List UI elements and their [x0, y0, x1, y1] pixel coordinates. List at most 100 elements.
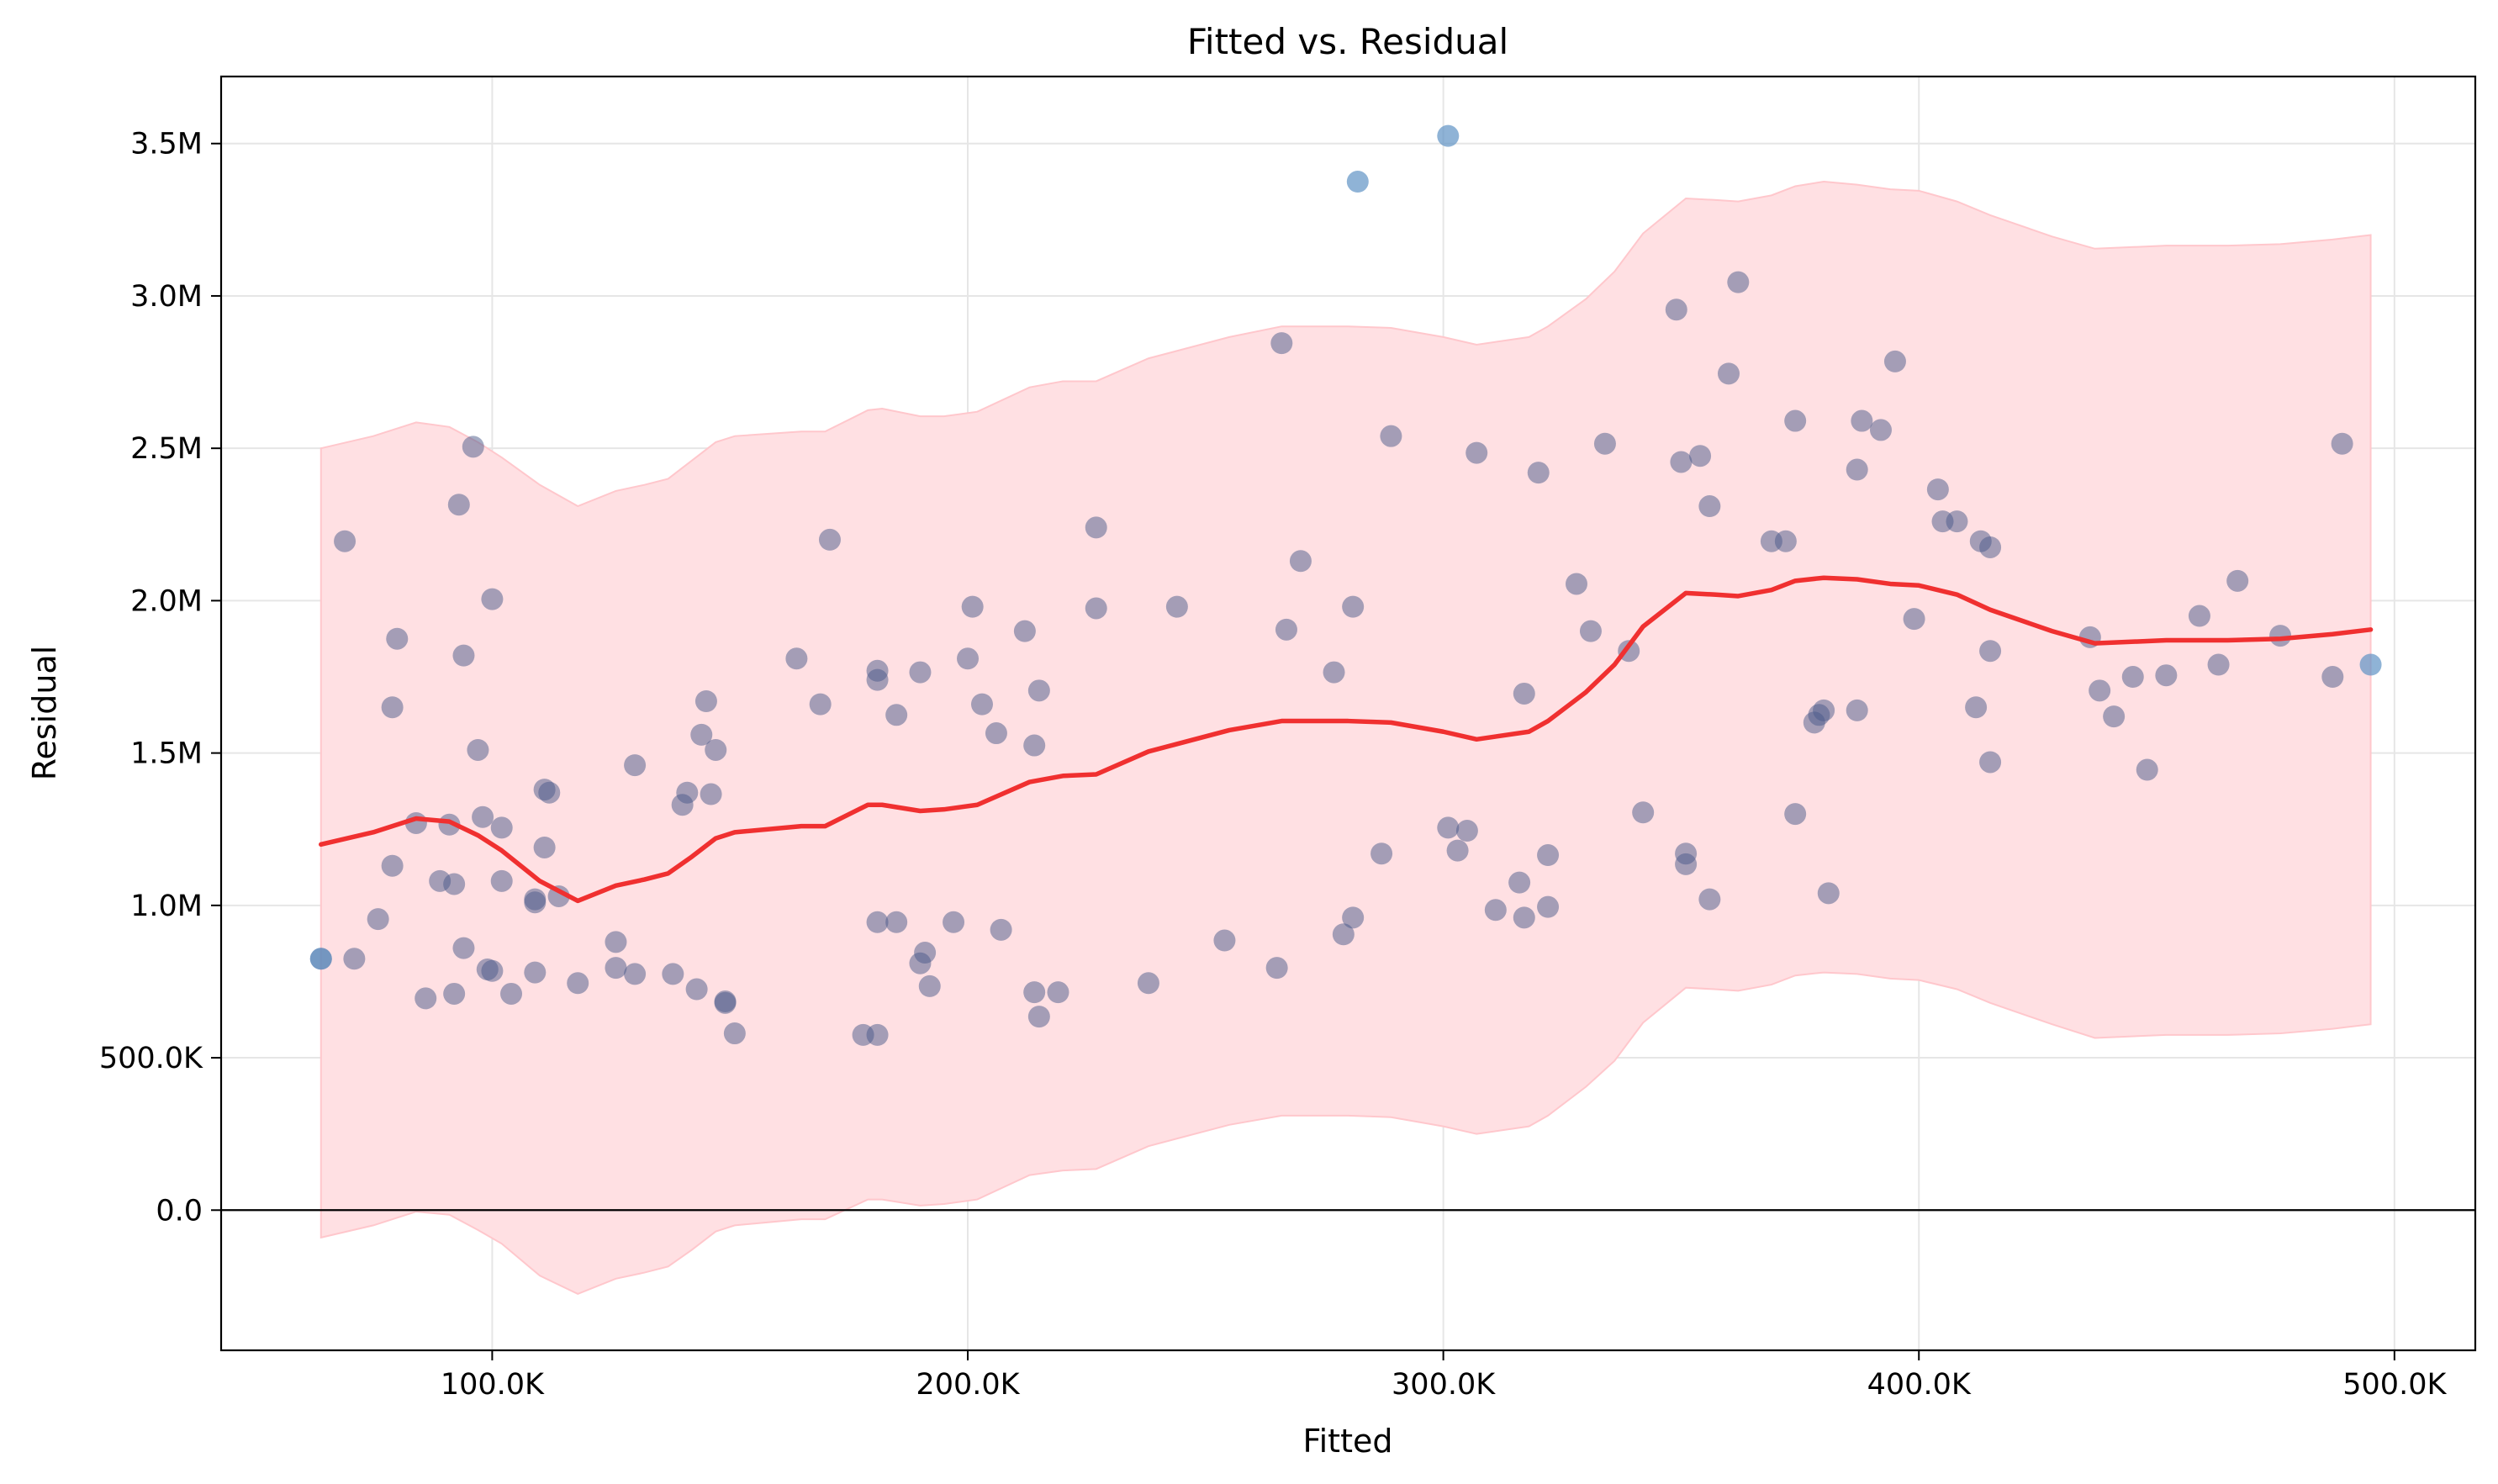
data-point: [1579, 620, 1602, 642]
data-point: [452, 644, 475, 667]
data-point: [1665, 298, 1687, 321]
data-point: [2103, 705, 2126, 728]
data-point: [690, 723, 713, 746]
data-point: [1851, 409, 1873, 432]
data-point: [2089, 679, 2111, 702]
data-point: [914, 942, 937, 964]
data-point: [714, 991, 737, 1014]
data-point: [1513, 682, 1535, 705]
y-tick-label: 1.0M: [130, 890, 203, 923]
data-point: [1817, 882, 1840, 905]
data-point: [1265, 957, 1288, 980]
data-point: [2331, 432, 2353, 455]
data-point: [1446, 839, 1469, 862]
data-point: [1370, 842, 1393, 865]
data-point: [567, 972, 589, 995]
data-point: [481, 588, 504, 610]
highlight-point: [309, 948, 332, 970]
data-point: [1023, 734, 1046, 757]
data-point: [2207, 653, 2230, 676]
data-point: [1698, 495, 1721, 518]
data-point: [685, 978, 708, 1001]
data-point: [2321, 666, 2344, 689]
data-point: [447, 494, 470, 516]
x-tick-label: 100.0K: [441, 1368, 545, 1402]
data-point: [1774, 530, 1797, 552]
data-point: [2155, 664, 2178, 687]
data-point: [1289, 550, 1312, 573]
data-point: [1813, 699, 1835, 721]
data-point: [1926, 478, 1949, 501]
data-point: [1332, 923, 1355, 946]
data-point: [1013, 620, 1036, 642]
plot-frame: [219, 75, 2477, 1352]
x-tick-label: 400.0K: [1867, 1368, 1972, 1402]
data-point: [1027, 1006, 1050, 1028]
data-point: [538, 781, 561, 804]
data-point: [1883, 350, 1906, 372]
y-tick-label: 0.0: [156, 1194, 203, 1228]
data-point: [524, 961, 547, 984]
data-point: [467, 738, 489, 761]
data-point: [694, 690, 717, 713]
data-point: [676, 781, 699, 804]
data-point: [866, 911, 889, 933]
data-point: [533, 836, 556, 858]
data-point: [1946, 510, 1968, 533]
data-point: [700, 783, 722, 805]
data-point: [1846, 458, 1868, 481]
data-point: [957, 647, 980, 670]
y-tick-label: 2.5M: [130, 432, 203, 466]
data-point: [1784, 803, 1807, 826]
data-point: [1784, 409, 1807, 432]
data-point: [970, 693, 993, 716]
data-point: [723, 1022, 746, 1045]
data-point: [415, 987, 437, 1010]
data-point: [1846, 699, 1868, 721]
data-point: [1965, 696, 1988, 719]
data-point: [1085, 597, 1107, 620]
data-point: [1727, 271, 1750, 293]
data-point: [1979, 640, 2002, 663]
highlight-point: [2359, 653, 2382, 676]
data-point: [624, 963, 647, 985]
data-point: [1213, 929, 1236, 952]
data-point: [381, 854, 404, 877]
data-point: [1437, 816, 1460, 839]
x-axis-ticks: 100.0K 200.0K 300.0K 400.0K 500.0K: [441, 1350, 2447, 1402]
data-point: [943, 911, 965, 933]
data-point: [1165, 595, 1188, 618]
data-point: [1670, 451, 1693, 473]
x-tick-label: 500.0K: [2342, 1368, 2447, 1402]
data-point: [367, 908, 389, 931]
data-point: [472, 805, 494, 828]
trend-line: [319, 575, 2374, 904]
data-point: [1903, 608, 1925, 631]
data-point: [490, 869, 513, 892]
data-point: [662, 963, 684, 985]
data-point: [605, 931, 627, 953]
y-tick-label: 500.0K: [99, 1042, 203, 1075]
data-point: [1537, 844, 1560, 867]
data-point: [481, 959, 504, 982]
data-point: [1689, 445, 1712, 467]
data-point: [605, 957, 627, 980]
data-point: [866, 1023, 889, 1046]
data-point: [334, 530, 356, 552]
data-point: [1342, 906, 1365, 929]
data-point: [809, 693, 832, 716]
data-point: [462, 436, 484, 458]
data-point: [343, 948, 366, 970]
data-point: [1979, 751, 2002, 774]
data-point: [1565, 573, 1587, 595]
data-point: [1047, 981, 1069, 1004]
x-tick-label: 200.0K: [916, 1368, 1020, 1402]
highlight-point: [1437, 124, 1460, 147]
data-point: [1466, 441, 1488, 464]
chart-title: Fitted vs. Residual: [1187, 21, 1508, 62]
data-point: [2121, 666, 2144, 689]
data-point: [2226, 569, 2249, 592]
data-point: [885, 911, 908, 933]
data-point: [1342, 595, 1365, 618]
